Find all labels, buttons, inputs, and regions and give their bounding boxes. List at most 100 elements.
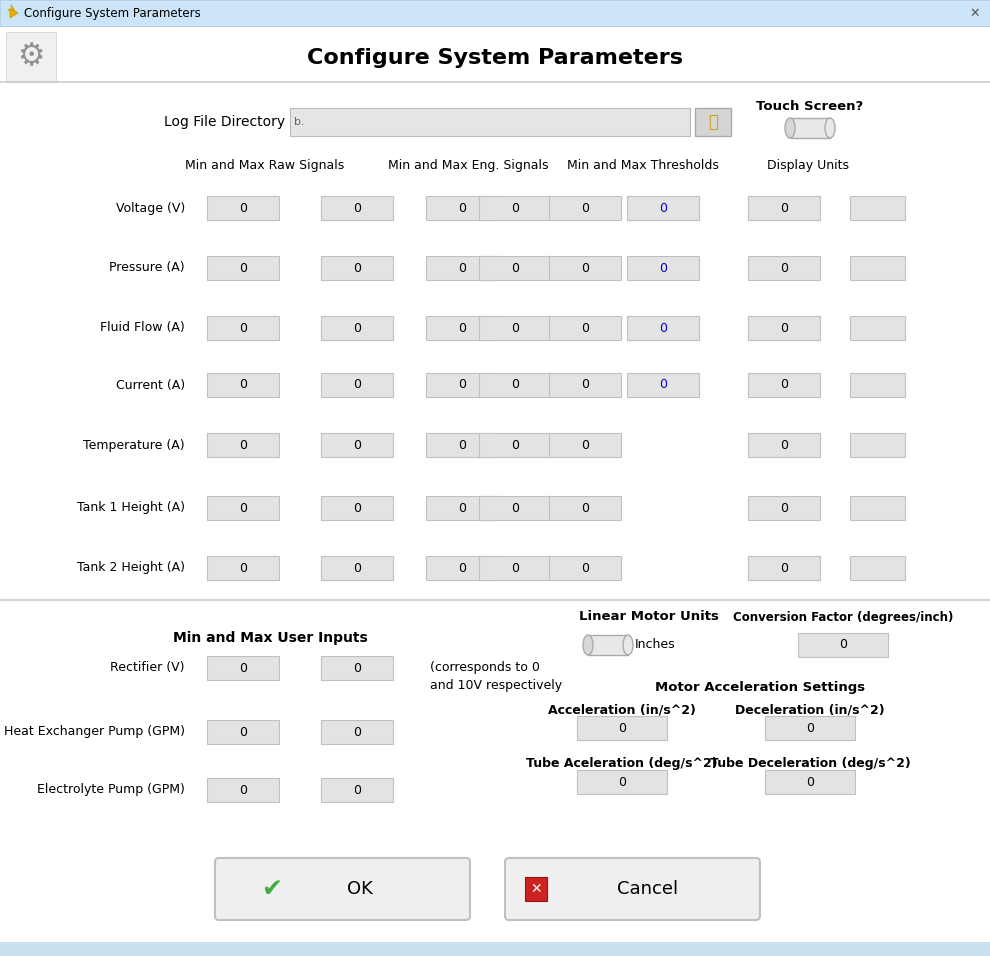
Text: ✔: ✔ [261,877,282,901]
Bar [426,496,498,520]
Bar [207,556,279,580]
Bar [290,108,690,136]
Ellipse shape [825,118,835,138]
Text: 0: 0 [353,502,361,514]
Bar [6,32,56,82]
Bar [549,373,621,397]
Text: 0: 0 [353,561,361,575]
Bar [479,256,551,280]
Text: Current (A): Current (A) [116,379,185,392]
Text: 0: 0 [353,379,361,392]
Text: 0: 0 [806,775,814,789]
Text: 0: 0 [511,502,519,514]
Bar [850,196,905,220]
Bar [426,256,498,280]
Text: 0: 0 [239,726,247,738]
Bar [549,196,621,220]
Bar [426,196,498,220]
Text: 0: 0 [239,784,247,796]
Text: 0: 0 [581,439,589,451]
Bar [549,556,621,580]
Bar [577,770,667,794]
Text: 0: 0 [239,439,247,451]
Bar [748,496,820,520]
Bar [479,556,551,580]
Text: 0: 0 [239,379,247,392]
Text: Log File Directory: Log File Directory [164,115,285,129]
Text: 0: 0 [581,561,589,575]
Bar [549,316,621,340]
Bar [479,316,551,340]
Bar [479,496,551,520]
Bar [321,720,393,744]
Text: Heat Exchanger Pump (GPM): Heat Exchanger Pump (GPM) [4,726,185,738]
Text: 0: 0 [806,722,814,734]
Text: 0: 0 [618,775,626,789]
Text: Tank 2 Height (A): Tank 2 Height (A) [77,561,185,575]
Ellipse shape [623,635,633,655]
Text: 0: 0 [353,662,361,675]
Bar [748,433,820,457]
Text: 0: 0 [581,202,589,214]
Text: 0: 0 [511,379,519,392]
Text: 0: 0 [353,321,361,335]
Bar [748,373,820,397]
Text: 0: 0 [780,321,788,335]
Bar [426,556,498,580]
Text: 0: 0 [659,379,667,392]
Bar [627,316,699,340]
Text: 0: 0 [458,502,466,514]
Text: 0: 0 [780,379,788,392]
Bar [790,118,830,138]
Text: Rectifier (V): Rectifier (V) [111,662,185,675]
Text: 0: 0 [458,262,466,274]
Text: 0: 0 [511,561,519,575]
Text: 0: 0 [239,662,247,675]
Bar [321,433,393,457]
Bar [426,373,498,397]
Bar [525,877,547,901]
Text: 0: 0 [353,262,361,274]
Bar [748,256,820,280]
Text: 0: 0 [353,202,361,214]
Text: 0: 0 [511,439,519,451]
Bar [207,656,279,680]
Text: and 10V respectively: and 10V respectively [430,679,562,691]
Text: Configure System Parameters: Configure System Parameters [24,7,201,19]
Bar [748,196,820,220]
Bar [627,373,699,397]
Text: Min and Max Thresholds: Min and Max Thresholds [567,159,719,171]
Text: 0: 0 [511,321,519,335]
Bar [207,496,279,520]
Text: Temperature (A): Temperature (A) [83,439,185,451]
Text: 0: 0 [239,561,247,575]
Bar [321,196,393,220]
Bar [321,656,393,680]
Bar [321,556,393,580]
FancyBboxPatch shape [505,858,760,920]
Text: Touch Screen?: Touch Screen? [756,99,863,113]
Bar [207,373,279,397]
Bar [748,556,820,580]
Text: Motor Acceleration Settings: Motor Acceleration Settings [655,682,865,694]
Bar [850,433,905,457]
Text: 0: 0 [353,784,361,796]
Text: 0: 0 [353,726,361,738]
Text: 0: 0 [353,439,361,451]
Bar [321,778,393,802]
Bar [798,633,888,657]
Text: 0: 0 [581,321,589,335]
Bar [850,496,905,520]
Bar [549,496,621,520]
Bar [207,316,279,340]
Bar [850,373,905,397]
Bar [549,256,621,280]
Bar [321,316,393,340]
Text: Pressure (A): Pressure (A) [109,262,185,274]
Text: Deceleration (in/s^2): Deceleration (in/s^2) [736,704,885,716]
Text: Conversion Factor (degrees/inch): Conversion Factor (degrees/inch) [733,611,953,623]
Text: 0: 0 [581,262,589,274]
Bar [627,196,699,220]
Bar [426,433,498,457]
Text: Tube Aceleration (deg/s^2): Tube Aceleration (deg/s^2) [527,757,718,771]
